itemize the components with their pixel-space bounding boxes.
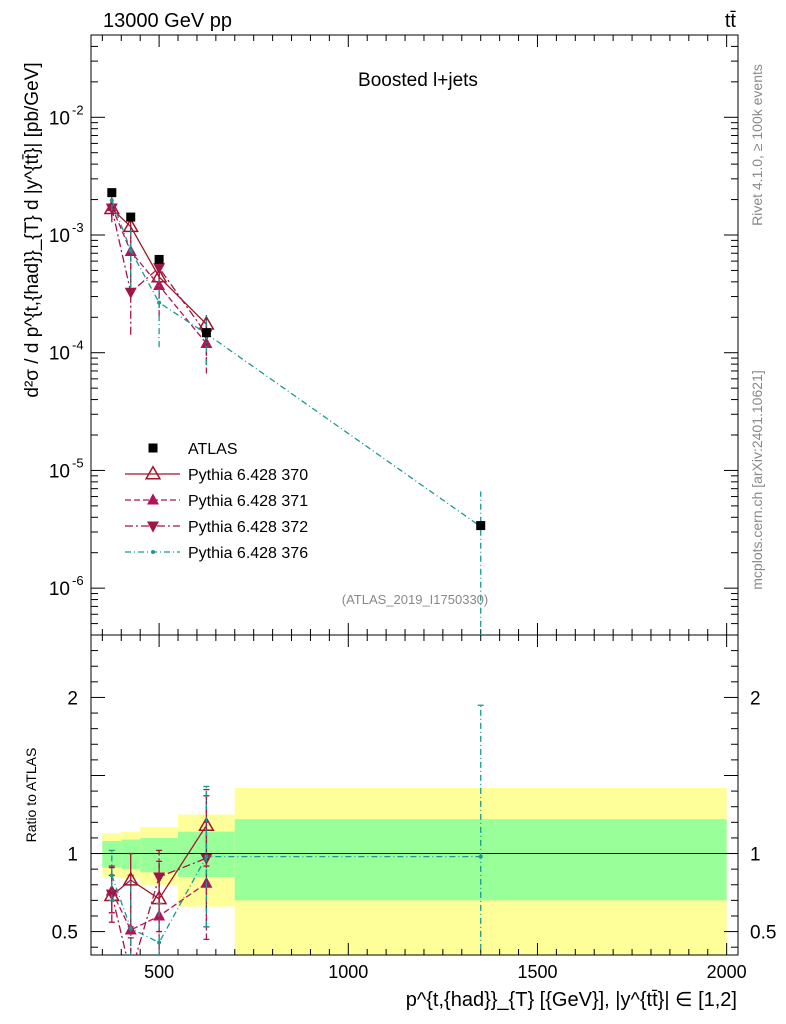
- series-point: [128, 248, 133, 253]
- y-tick-label: 10: [49, 226, 70, 247]
- ratio-panel-series: [103, 704, 484, 980]
- series-point: [124, 287, 137, 299]
- process-label: tt̄: [725, 10, 737, 32]
- y-tick-exponent: -4: [72, 338, 84, 353]
- x-tick-label: 2000: [707, 962, 747, 982]
- atlas-data-point: [476, 521, 486, 531]
- legend-label: Pythia 6.428 371: [188, 493, 308, 510]
- legend-marker: [144, 465, 162, 480]
- y-axis-title: d²σ / d p^{t,{had}}_{T} d |y^{tt̄}| [pb/…: [22, 62, 43, 397]
- legend-marker: [151, 550, 155, 554]
- legend-label: Pythia 6.428 370: [188, 467, 308, 484]
- legend-marker: [147, 521, 159, 533]
- ratio-point: [125, 969, 137, 980]
- y-tick-exponent: -2: [72, 102, 84, 117]
- ratio-axis-title: Ratio to ATLAS: [23, 748, 39, 843]
- ratio-tick-label: 2: [67, 688, 78, 709]
- rivet-version-label: Rivet 4.1.0, ≥ 100k events: [749, 64, 765, 226]
- atlas-data-point: [126, 212, 136, 222]
- mcplots-label: mcplots.cern.ch [arXiv:2401.10621]: [749, 370, 765, 589]
- y-tick-label: 10: [49, 344, 70, 365]
- series-line: [111, 200, 482, 528]
- y-tick-exponent: -6: [72, 573, 84, 588]
- ratio-series-line: [111, 882, 207, 931]
- y-tick-exponent: -5: [72, 455, 84, 470]
- band-green: [102, 841, 122, 868]
- ratio-tick-label: 1: [67, 845, 78, 866]
- series-point: [153, 278, 166, 291]
- energy-label: 13000 GeV pp: [103, 10, 232, 32]
- x-axis-title: p^{t,{had}}_{T} [{GeV}], |y^{tt̄}| ∈ [1,…: [406, 989, 737, 1011]
- legend-label: Pythia 6.428 372: [188, 519, 308, 536]
- legend-marker: [148, 443, 158, 453]
- chart-title: Boosted l+jets: [358, 70, 478, 91]
- series-line: [111, 207, 207, 335]
- ratio-point: [128, 926, 133, 931]
- x-tick-label: 1000: [328, 962, 368, 982]
- legend-marker: [147, 493, 159, 505]
- x-tick-label: 1500: [517, 962, 557, 982]
- ratio-point: [157, 940, 162, 945]
- ratio-uncertainty-bands: [91, 787, 738, 955]
- y-tick-exponent: -3: [72, 220, 84, 235]
- ratio-tick-label-right: 0.5: [750, 923, 776, 944]
- series-line: [111, 206, 207, 344]
- series-point: [109, 198, 114, 203]
- series-point: [153, 263, 166, 275]
- legend: ATLAS Pythia 6.428 370 Pythia 6.428 371 Pyt…: [125, 441, 308, 562]
- analysis-id: (ATLAS_2019_I1750330): [342, 592, 488, 607]
- x-tick-label: 500: [144, 962, 174, 982]
- ratio-point: [153, 872, 166, 884]
- legend-label: Pythia 6.428 376: [188, 545, 308, 562]
- ratio-tick-label-right: 1: [750, 845, 761, 866]
- y-tick-label: 10: [49, 579, 70, 600]
- ratio-point: [109, 873, 114, 878]
- ratio-series-line: [111, 825, 207, 900]
- atlas-data-point: [154, 254, 164, 264]
- ratio-panel-frame: [90, 634, 739, 956]
- ratio-tick-label-right: 2: [750, 688, 761, 709]
- ratio-series-line: [111, 856, 481, 944]
- y-tick-label: 10: [49, 108, 70, 129]
- legend-label: ATLAS: [188, 441, 238, 458]
- series-point: [157, 300, 162, 305]
- main-panel-series: [103, 188, 486, 635]
- ratio-point: [478, 854, 483, 859]
- y-tick-label: 10: [49, 461, 70, 482]
- ratio-point: [204, 854, 209, 859]
- ratio-series-line: [111, 857, 207, 955]
- atlas-data-point: [201, 328, 211, 338]
- ratio-tick-label: 0.5: [52, 923, 78, 944]
- atlas-data-point: [107, 188, 117, 198]
